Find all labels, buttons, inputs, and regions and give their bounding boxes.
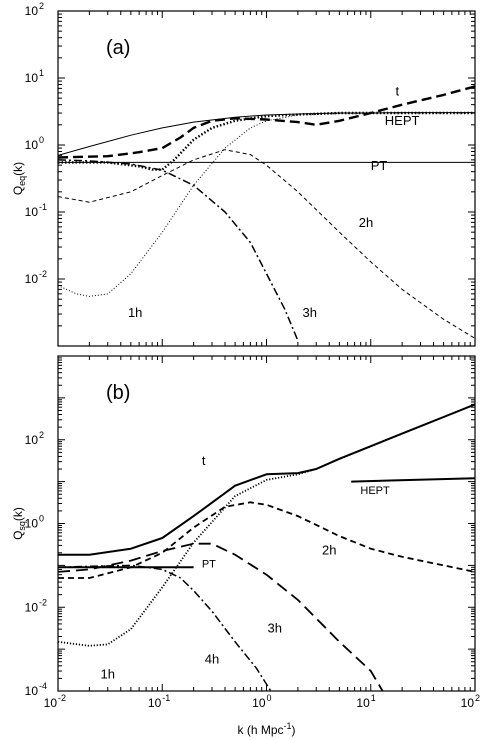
series-annotation: 1h [128,305,142,320]
plot-frame [57,355,476,692]
y-tick-label: 10 [25,517,39,531]
series-annotation: 2h [359,215,373,230]
y-tick-exponent: -2 [39,269,47,279]
series-annotation: 4h [205,652,219,667]
y-tick-exponent: -4 [39,681,47,691]
series-line-1h [58,112,475,297]
series-line-hept [58,111,475,171]
series-annotation: HEPT [360,485,390,497]
x-tick-label: 10 [148,696,162,710]
y-tick-label: 10 [25,684,39,698]
x-tick-label: 10 [356,696,370,710]
y-tick-label: 10 [25,4,39,18]
y-tick-exponent: -1 [39,202,47,212]
y-tick-label: 10 [25,272,39,286]
series-annotation: HEPT [385,113,420,128]
series-annotation: 1h [101,666,115,681]
series-annotation: t [202,453,206,468]
x-tick-exponent: 2 [475,693,480,703]
series-line-1h [58,403,475,647]
y-tick-exponent: 2 [39,430,44,440]
series-line-2h [58,149,475,339]
x-tick-exponent: -2 [58,693,66,703]
series-line-3h [58,542,384,691]
y-tick-label: 10 [25,138,39,152]
y-axis-title: Qeq(k) [11,162,27,195]
series-line-3h [58,159,299,341]
series-annotation: t [396,83,400,98]
panel-label: (a) [106,37,130,59]
y-tick-label: 10 [25,433,39,447]
plot-frame [57,10,476,347]
y-tick-exponent: 0 [39,514,44,524]
y-tick-label: 10 [25,205,39,219]
series-line-total-dashed- [58,85,475,159]
x-tick-exponent: -1 [162,693,170,703]
series-annotation: PT [202,558,216,570]
y-tick-exponent: 1 [39,68,44,78]
y-tick-exponent: -2 [39,597,47,607]
series-line-4h [58,564,272,691]
x-tick-exponent: 1 [371,693,376,703]
series-annotation: 3h [268,620,282,635]
y-tick-label: 10 [25,71,39,85]
series-line-hept [351,477,475,483]
y-tick-label: 10 [25,600,39,614]
series-annotation: 2h [322,543,336,558]
x-axis-title: k (h Mpc-1) [237,721,295,737]
x-tick-label: 10 [461,696,475,710]
x-tick-label: 10 [44,696,58,710]
series-line-2h [58,501,475,579]
y-tick-exponent: 0 [39,135,44,145]
y-axis-title: Qsq(k) [11,507,27,540]
panel-label: (b) [106,382,130,404]
x-tick-label: 10 [252,696,266,710]
x-tick-exponent: 0 [267,693,272,703]
y-tick-exponent: 2 [39,1,44,11]
series-annotation: 3h [303,305,317,320]
series-annotation: PT [371,158,388,173]
